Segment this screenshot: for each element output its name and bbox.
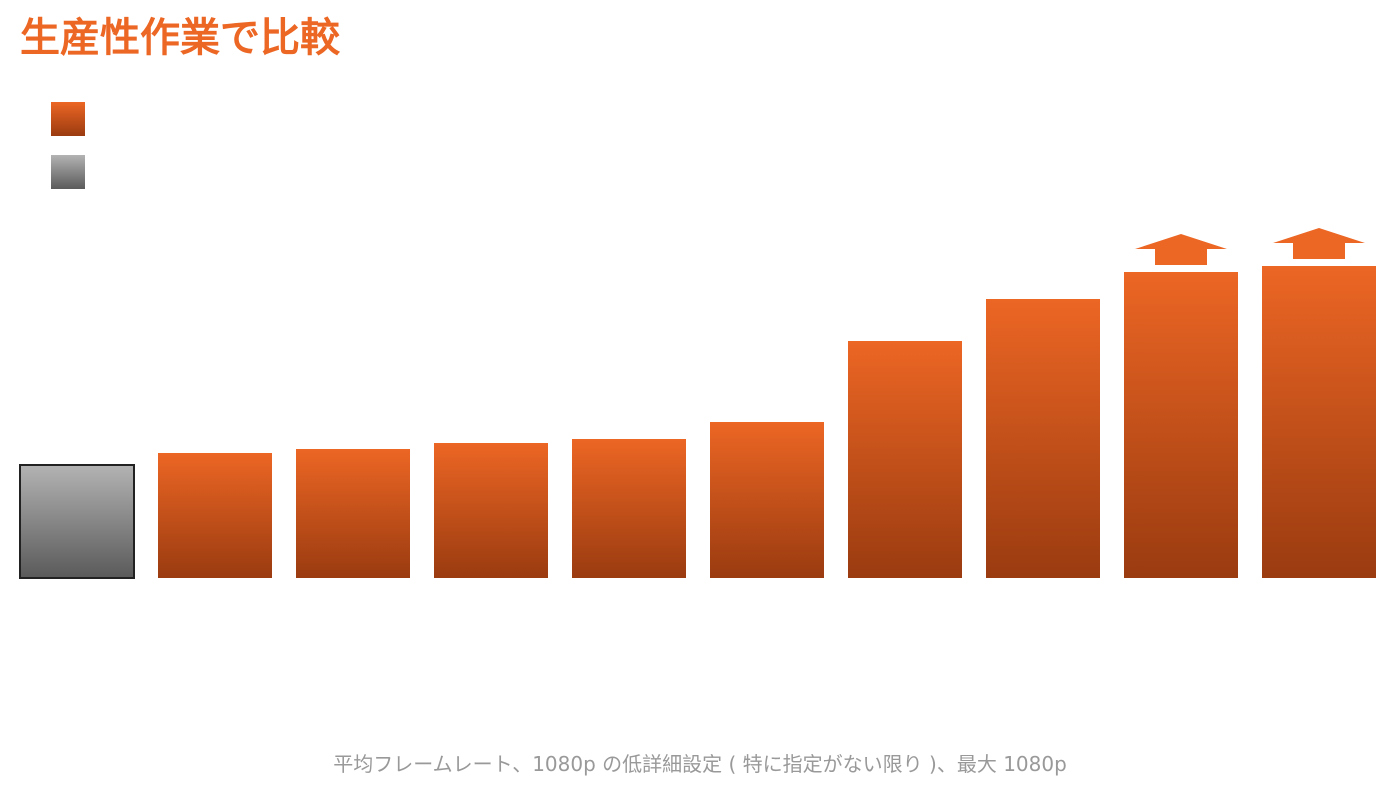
orange-square-icon [50,101,86,137]
bar [1124,272,1238,578]
bars-group [19,266,1376,579]
bar [1262,266,1376,578]
up-arrow-icon [1273,228,1365,259]
arrows-group [1135,228,1365,265]
bar [710,422,824,578]
up-arrow-icon [1135,234,1227,265]
bar [19,464,135,579]
footnote: 平均フレームレート、1080p の低詳細設定 ( 特に指定がない限り )、最大 … [333,752,1067,776]
bar [986,299,1100,578]
chart-title: 生産性作業で比較 [20,15,340,61]
legend-item-orange [50,101,86,137]
bar [158,453,272,578]
bar [434,443,548,578]
bar [848,341,962,578]
gray-square-icon [50,154,86,190]
legend [50,101,86,207]
legend-item-gray [50,154,86,190]
bar [572,439,686,578]
bar [296,449,410,578]
